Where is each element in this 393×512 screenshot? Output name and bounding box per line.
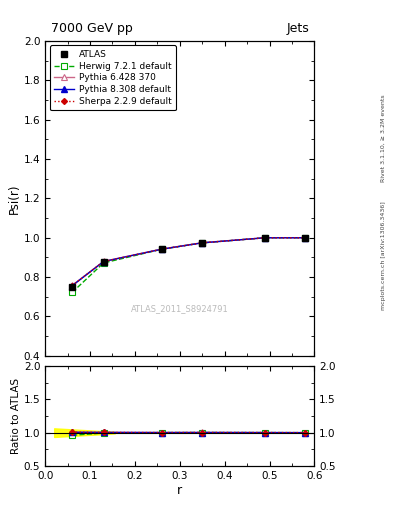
Text: Rivet 3.1.10, ≥ 3.2M events: Rivet 3.1.10, ≥ 3.2M events (381, 94, 386, 182)
Text: 7000 GeV pp: 7000 GeV pp (51, 22, 132, 35)
Text: Jets: Jets (286, 22, 309, 35)
X-axis label: r: r (177, 483, 182, 497)
Text: ATLAS_2011_S8924791: ATLAS_2011_S8924791 (131, 304, 229, 313)
Legend: ATLAS, Herwig 7.2.1 default, Pythia 6.428 370, Pythia 8.308 default, Sherpa 2.2.: ATLAS, Herwig 7.2.1 default, Pythia 6.42… (50, 46, 176, 110)
Y-axis label: Ratio to ATLAS: Ratio to ATLAS (11, 378, 21, 454)
Y-axis label: Psi(r): Psi(r) (8, 183, 21, 214)
Text: mcplots.cern.ch [arXiv:1306.3436]: mcplots.cern.ch [arXiv:1306.3436] (381, 202, 386, 310)
